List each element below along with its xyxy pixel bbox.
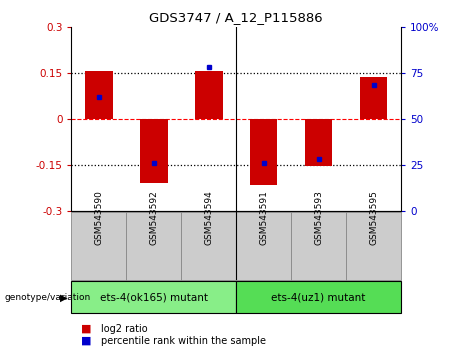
Bar [236,212,291,280]
Bar [360,77,387,119]
Text: ets-4(ok165) mutant: ets-4(ok165) mutant [100,292,208,302]
Bar [181,212,236,280]
Bar [236,281,401,313]
Title: GDS3747 / A_12_P115886: GDS3747 / A_12_P115886 [149,11,323,24]
Bar [71,281,236,313]
Text: genotype/variation: genotype/variation [5,293,91,302]
Bar [346,212,401,280]
Text: GSM543594: GSM543594 [204,190,213,245]
Bar [250,119,278,184]
Bar [195,71,223,119]
Text: ■: ■ [81,324,91,333]
Text: percentile rank within the sample: percentile rank within the sample [101,336,266,346]
Text: GSM543592: GSM543592 [149,190,159,245]
Text: GSM543593: GSM543593 [314,190,323,245]
Bar [71,212,126,280]
Bar [126,212,181,280]
Bar [291,212,346,280]
Text: log2 ratio: log2 ratio [101,324,148,333]
Text: ets-4(uz1) mutant: ets-4(uz1) mutant [272,292,366,302]
Bar [140,119,168,183]
Text: GSM543595: GSM543595 [369,190,378,245]
Text: GSM543591: GSM543591 [259,190,268,245]
Text: ▶: ▶ [60,292,67,302]
Text: ■: ■ [81,336,91,346]
Text: GSM543590: GSM543590 [95,190,103,245]
Bar [305,119,332,166]
Bar [85,71,112,119]
